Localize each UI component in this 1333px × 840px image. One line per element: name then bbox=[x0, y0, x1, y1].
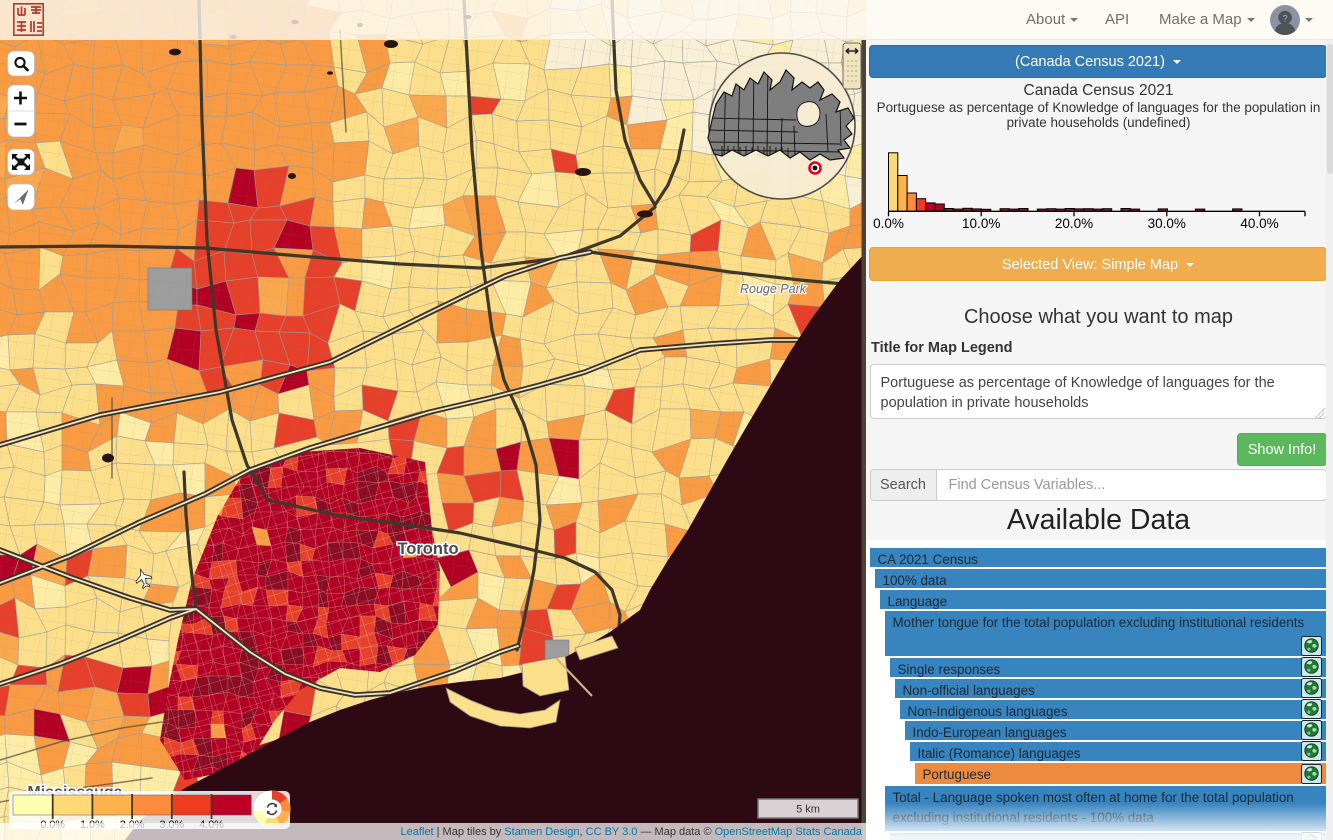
svg-text:Rouge Park: Rouge Park bbox=[740, 282, 807, 296]
svg-text:5 km: 5 km bbox=[796, 804, 820, 816]
svg-text:?: ? bbox=[1282, 14, 1287, 25]
svg-text:Leaflet | Map tiles by Stamen: Leaflet | Map tiles by Stamen Design, CC… bbox=[401, 826, 863, 838]
svg-text:Toronto: Toronto bbox=[397, 540, 458, 558]
